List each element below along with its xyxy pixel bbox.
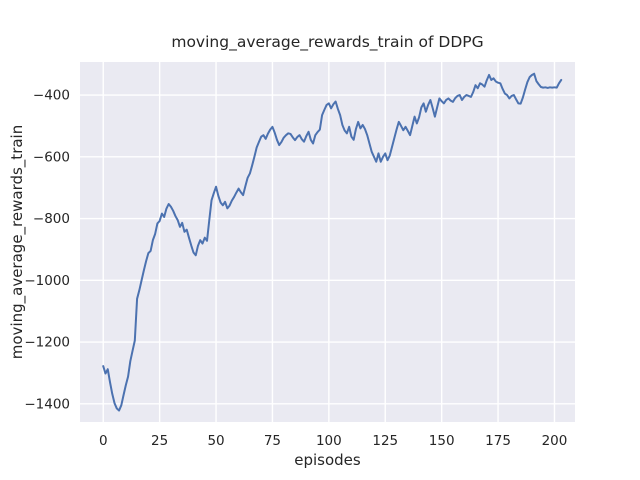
y-axis-label-text: moving_average_rewards_train <box>8 124 26 360</box>
y-tick-label: −1400 <box>24 396 70 412</box>
axes-background <box>80 62 575 422</box>
data-line <box>102 72 563 412</box>
x-tick-label: 175 <box>485 433 511 449</box>
x-tick-label: 200 <box>542 433 568 449</box>
x-tick-label: 125 <box>372 433 398 449</box>
y-tick-label: −400 <box>33 88 70 104</box>
y-tick-label: −1000 <box>24 273 70 289</box>
y-tick-label: −1200 <box>24 335 70 351</box>
y-tick-label: −800 <box>33 211 70 227</box>
x-tick-label: 50 <box>207 433 224 449</box>
x-tick-label: 150 <box>429 433 455 449</box>
x-tick-label: 25 <box>151 433 168 449</box>
chart-title: moving_average_rewards_train of DDPG <box>171 33 484 51</box>
y-tick-label: −600 <box>33 149 70 165</box>
x-tick-label: 100 <box>316 433 342 449</box>
x-tick-label: 75 <box>264 433 281 449</box>
x-axis-label: episodes <box>294 451 361 469</box>
x-tick-label: 0 <box>99 433 108 449</box>
